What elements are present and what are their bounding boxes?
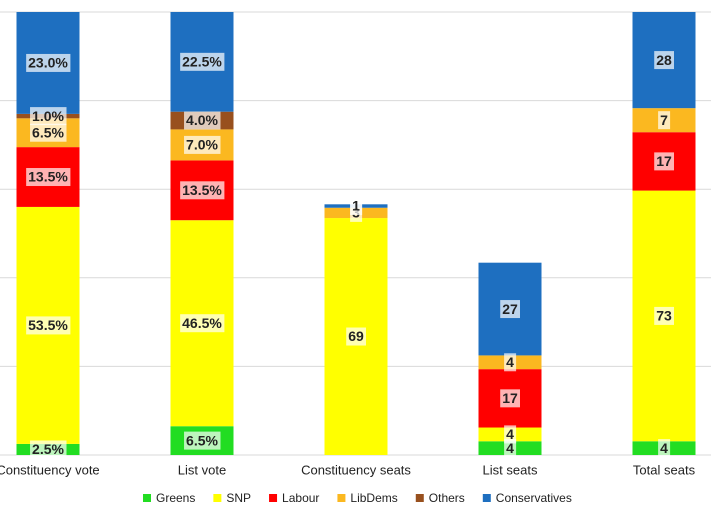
x-tick-label: Constituency seats <box>301 462 411 477</box>
legend-label: Greens <box>156 491 195 505</box>
data-label: 27 <box>502 301 518 317</box>
x-tick-label: Constituency vote <box>0 462 100 477</box>
legend-label: LibDems <box>350 491 397 505</box>
data-label: 73 <box>656 308 672 324</box>
data-label-bg <box>184 431 221 450</box>
x-tick-label: Total seats <box>633 462 696 477</box>
data-label-bg <box>504 425 517 444</box>
data-label: 22.5% <box>182 54 222 70</box>
data-label-bg <box>500 300 520 319</box>
x-tick-label: List seats <box>483 462 538 477</box>
legend-swatch <box>337 494 346 502</box>
legend-swatch <box>213 494 222 502</box>
legend-swatch <box>143 494 151 502</box>
data-label-bg <box>504 439 517 458</box>
data-label-bg <box>184 135 221 154</box>
data-label-bg <box>654 152 674 171</box>
data-label-bg <box>26 168 71 187</box>
data-label: 28 <box>656 52 672 68</box>
data-label: 46.5% <box>182 315 222 331</box>
data-label-bg <box>658 439 671 458</box>
data-label: 17 <box>502 390 518 406</box>
data-label: 4.0% <box>186 112 218 128</box>
data-label-bg <box>504 353 517 372</box>
legend-label: SNP <box>226 491 251 505</box>
x-tick-label: List vote <box>178 462 226 477</box>
data-label: 2.5% <box>32 441 64 457</box>
data-label: 17 <box>656 153 672 169</box>
data-label: 4 <box>506 354 514 370</box>
data-label: 7.0% <box>186 137 218 153</box>
data-label-bg <box>184 111 221 130</box>
data-label-bg <box>26 53 71 72</box>
legend-label: Others <box>429 491 465 505</box>
data-label-bg <box>350 197 363 216</box>
data-label: 23.0% <box>28 55 68 71</box>
data-label: 13.5% <box>28 169 68 185</box>
data-label-bg <box>654 51 674 70</box>
data-label: 69 <box>348 328 364 344</box>
data-label: 4 <box>506 426 514 442</box>
data-label-bg <box>30 123 67 142</box>
data-label: 1.0% <box>32 108 64 124</box>
data-label: 4 <box>506 440 514 456</box>
legend-label: Labour <box>282 491 319 505</box>
legend-swatch <box>482 494 491 502</box>
data-label-bg <box>654 306 674 325</box>
data-label-bg <box>30 107 67 126</box>
legend-swatch <box>269 494 278 502</box>
legend-label: Conservatives <box>496 491 572 505</box>
data-label-bg <box>180 314 225 333</box>
data-label: 6.5% <box>186 432 218 448</box>
data-label: 7 <box>660 112 668 128</box>
data-label: 4 <box>660 440 668 456</box>
data-label-bg <box>500 389 520 408</box>
legend-swatch <box>415 494 424 502</box>
data-label: 1 <box>352 198 360 214</box>
data-label-bg <box>26 316 71 335</box>
data-label: 53.5% <box>28 317 68 333</box>
data-label-bg <box>180 181 225 200</box>
data-label-bg <box>180 52 225 71</box>
data-label-bg <box>30 440 67 459</box>
data-label: 13.5% <box>182 182 222 198</box>
data-label: 6.5% <box>32 124 64 140</box>
data-label-bg <box>346 327 366 346</box>
data-label-bg <box>658 111 671 130</box>
